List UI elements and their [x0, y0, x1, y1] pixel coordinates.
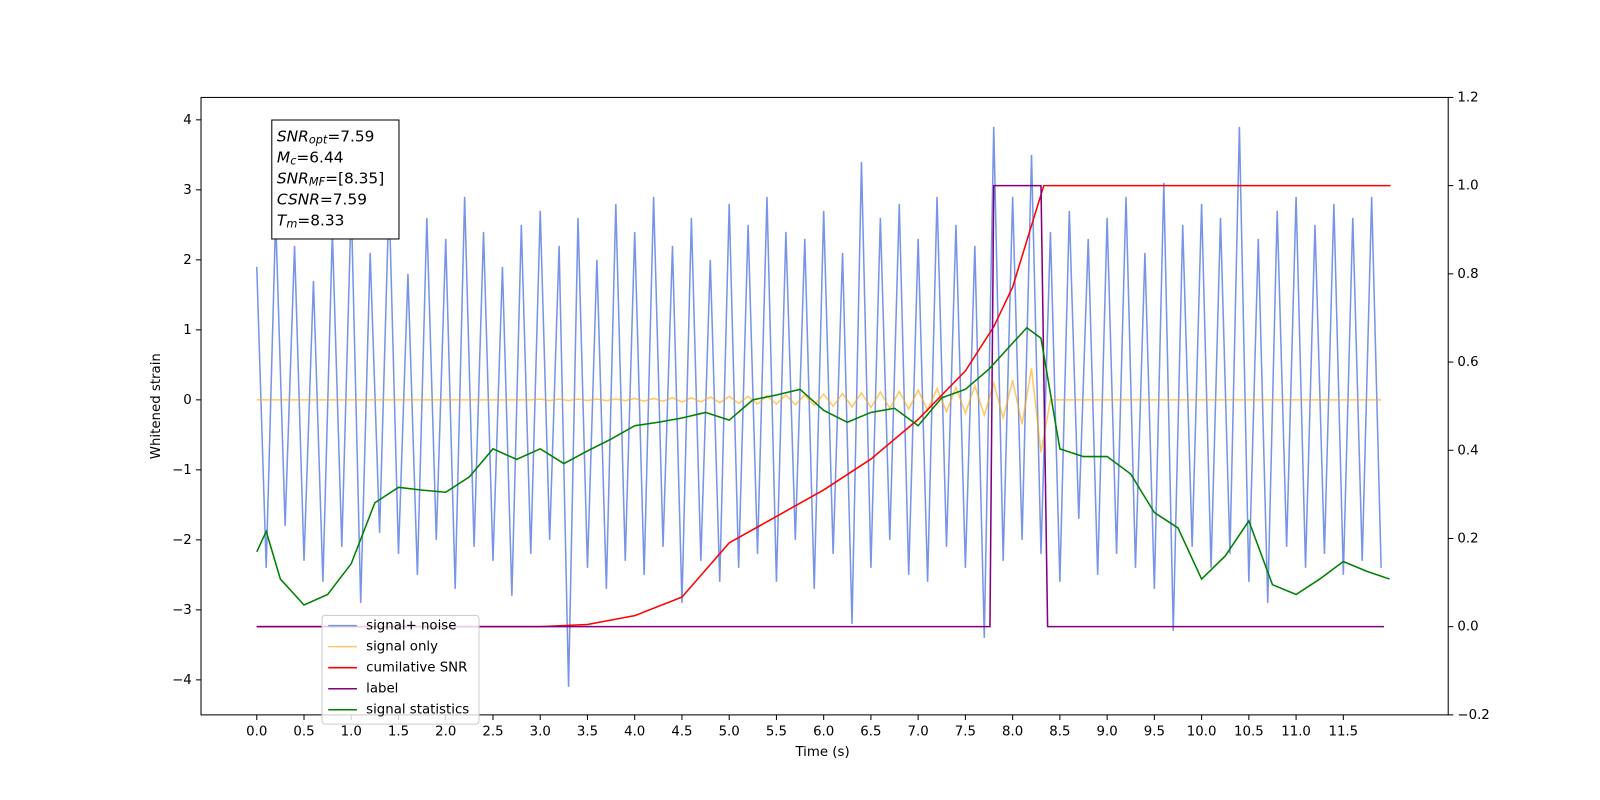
x-tick-label: 0.0	[246, 724, 267, 739]
y-tick-label: 3	[183, 183, 191, 198]
y-tick-label: −2	[172, 533, 192, 548]
stats-box: SNRopt=7.59Mc=6.44SNRMF=[8.35]CSNR=7.59T…	[271, 119, 400, 240]
y-tick-label: 4	[183, 113, 191, 128]
x-tick-label: 9.5	[1144, 724, 1165, 739]
stats-subscript: c	[290, 155, 297, 168]
y-tick-label: −3	[172, 603, 192, 618]
axes-frame	[200, 96, 1449, 716]
x-tick-label: 11.5	[1328, 724, 1358, 739]
stats-symbol: M	[277, 148, 290, 166]
y-tick-label: 2	[183, 253, 191, 268]
x-axis-label: Time (s)	[794, 745, 849, 760]
y2-tick-label: 0.0	[1457, 620, 1478, 635]
y2-tick-label: 0.4	[1457, 443, 1478, 458]
x-tick-label: 3.0	[530, 724, 551, 739]
stats-value: =7.59	[327, 127, 374, 145]
x-tick-label: 7.5	[955, 724, 976, 739]
series-line	[256, 184, 1391, 628]
y2-tick-label: 0.6	[1457, 355, 1478, 370]
stats-value: =[8.35]	[325, 169, 384, 187]
plot-area	[256, 126, 1391, 687]
x-tick-label: 10.5	[1234, 724, 1264, 739]
legend: signal+ noise signal only cumilative SNR la…	[321, 614, 480, 725]
y2-tick-label: 0.8	[1457, 267, 1478, 282]
x-tick-label: 0.5	[293, 724, 314, 739]
stats-line: Mc=6.44	[277, 148, 344, 168]
series-line	[256, 368, 1382, 453]
y2-tick-label: 1.0	[1457, 179, 1478, 194]
y-tick-label: −1	[172, 463, 192, 478]
legend-frame	[321, 614, 480, 725]
stats-subscript: m	[286, 218, 297, 231]
x-tick-label: 8.0	[1002, 724, 1023, 739]
stats-symbol: T	[277, 211, 288, 229]
legend-label: signal only	[366, 640, 438, 655]
stats-box-frame	[271, 119, 400, 240]
stats-line: SNRMF=[8.35]	[277, 169, 384, 189]
legend-label: signal+ noise	[366, 619, 456, 634]
x-tick-label: 9.0	[1097, 724, 1118, 739]
stats-value: =6.44	[296, 148, 343, 166]
x-tick-label: 6.0	[813, 724, 834, 739]
y-tick-label: −4	[172, 673, 192, 688]
x-tick-label: 5.0	[719, 724, 740, 739]
x-tick-label: 5.5	[766, 724, 787, 739]
series-line	[256, 326, 1390, 606]
x-tick-label: 1.5	[388, 724, 409, 739]
stats-line: Tm=8.33	[277, 211, 345, 231]
y-tick-label: 1	[183, 323, 191, 338]
y-axis-label: Whitened strain	[149, 353, 164, 459]
x-tick-label: 8.5	[1049, 724, 1070, 739]
stats-value: =8.33	[297, 211, 344, 229]
legend-label: cumilative SNR	[366, 661, 467, 676]
stats-subscript: opt	[309, 134, 328, 147]
y2-tick-label: 0.2	[1457, 531, 1478, 546]
x-tick-label: 4.0	[624, 724, 645, 739]
y2-tick-label: −0.2	[1457, 708, 1489, 723]
x-tick-label: 11.0	[1281, 724, 1311, 739]
x-tick-label: 4.5	[671, 724, 692, 739]
x-tick-label: 6.5	[860, 724, 881, 739]
x-tick-label: 2.0	[435, 724, 456, 739]
x-tick-label: 1.0	[341, 724, 362, 739]
stats-symbol: SNR	[277, 169, 309, 187]
x-tick-label: 10.0	[1187, 724, 1217, 739]
stats-value: =7.59	[320, 190, 367, 208]
y2-tick-label: 1.2	[1457, 90, 1478, 105]
legend-label: label	[366, 682, 398, 697]
series-line	[256, 184, 1384, 628]
x-tick-label: 7.0	[908, 724, 929, 739]
y-tick-label: 0	[183, 393, 191, 408]
stats-subscript: MF	[309, 176, 326, 189]
x-tick-label: 2.5	[482, 724, 503, 739]
stats-line: CSNR=7.59	[277, 190, 367, 208]
stats-symbol: SNR	[277, 127, 309, 145]
legend-label: signal statistics	[366, 703, 469, 718]
stats-line: SNRopt=7.59	[277, 127, 375, 147]
stats-symbol: CSNR	[277, 190, 320, 208]
x-tick-label: 3.5	[577, 724, 598, 739]
